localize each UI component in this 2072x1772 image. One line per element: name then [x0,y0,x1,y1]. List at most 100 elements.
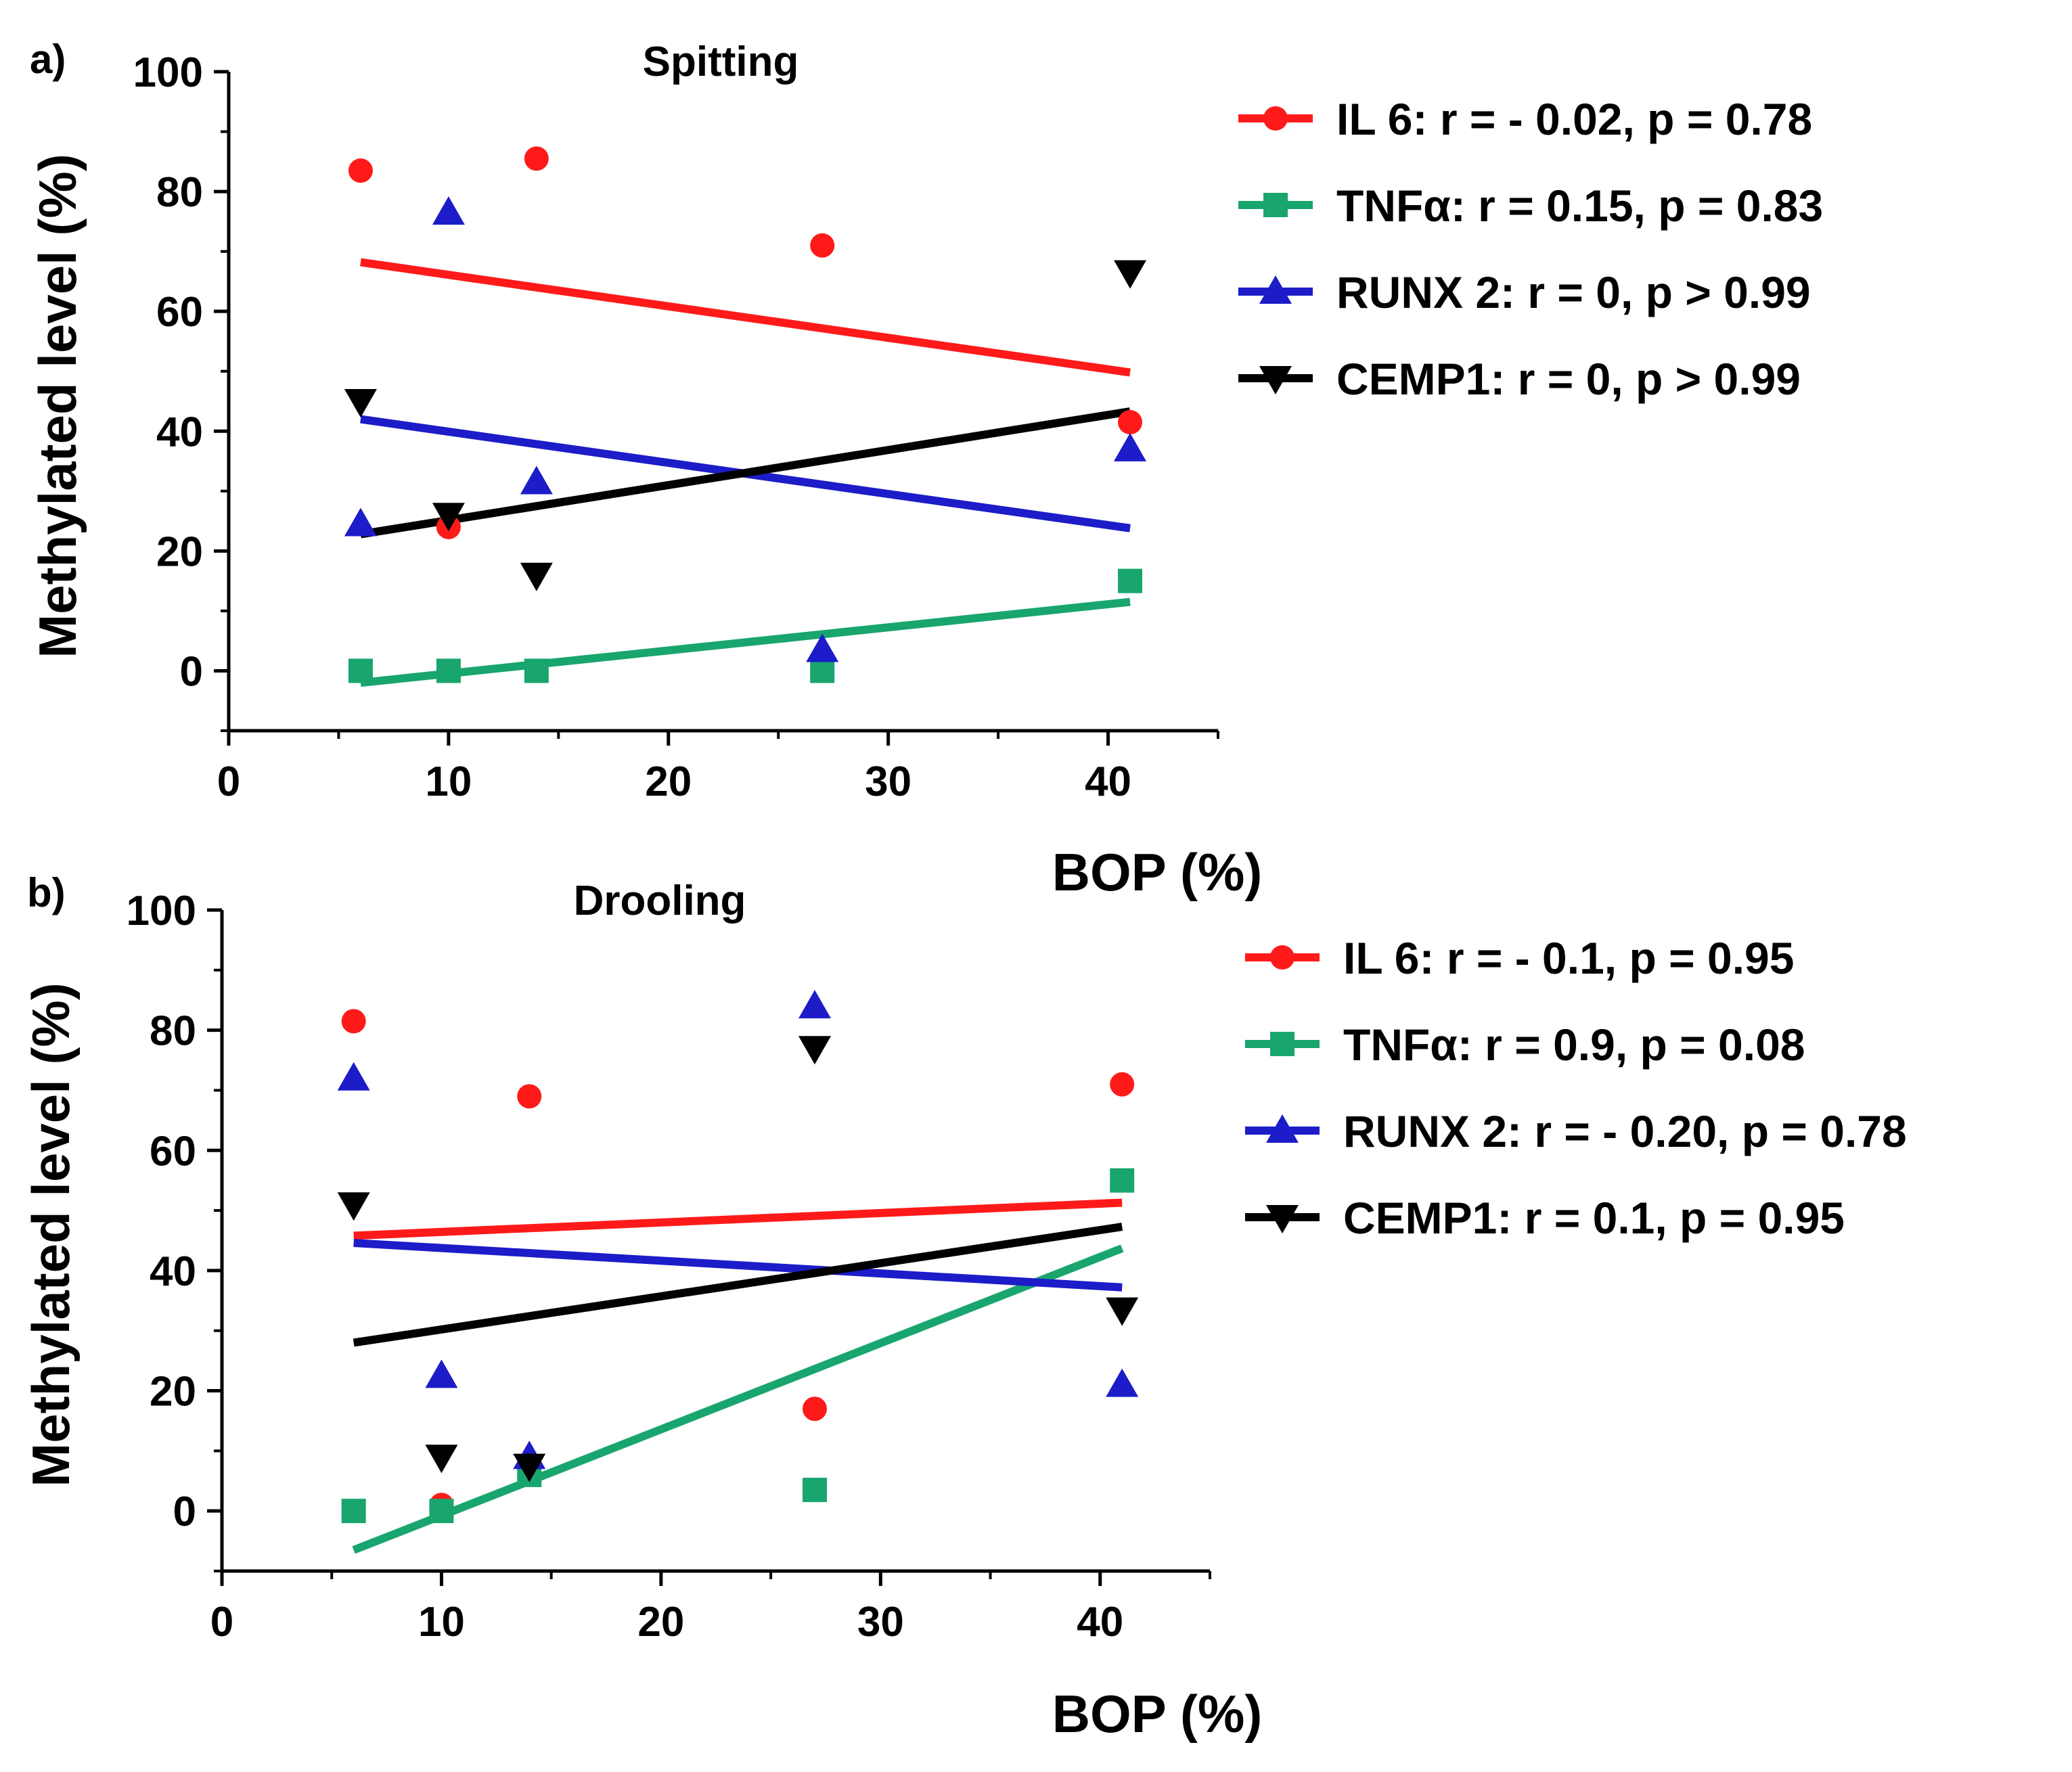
y-tick-label: 80 [150,1008,196,1055]
data-point-cemp1 [520,562,553,591]
trend-line-il-6 [360,258,1131,377]
x-tick-label: 10 [425,758,472,805]
y-tick-label: 60 [156,289,203,336]
legend-marker [1259,366,1292,394]
data-point-il-6 [517,1084,542,1109]
panel-b-x-axis: 0 10 20 30 40 [210,1569,1211,1645]
panel-b-y-label: Methylated level (%) [21,982,81,1487]
data-point-il-6 [341,1009,366,1034]
data-point-cemp1 [337,1192,370,1221]
legend-item: TNFα: r = 0.9, p = 0.08 [1245,1020,1805,1070]
panel-a-legend: IL 6: r = - 0.02, p = 0.78 TNFα: r = 0.15… [1238,94,1823,404]
y-tick-label: 20 [156,528,203,575]
panel-b-y-axis: 0 20 40 60 80 100 [127,888,224,1572]
legend-item: RUNX 2: r = 0, p > 0.99 [1238,267,1811,317]
legend-item: RUNX 2: r = - 0.20, p = 0.78 [1245,1106,1907,1156]
panel-b-title: Drooling [574,878,746,924]
data-point-runx-2 [798,990,831,1019]
data-point-il-6 [524,146,549,171]
panel-a-y-label: Methylated level (%) [28,154,87,658]
panel-a-title: Spitting [643,39,799,85]
y-tick-label: 20 [150,1369,196,1415]
trend-line-cemp1 [353,1223,1123,1347]
x-tick-label: 30 [857,1599,904,1645]
data-point-tnf- [341,1499,366,1524]
x-tick-label: 20 [645,758,692,805]
data-point-tnf- [803,1478,827,1503]
trend-line-runx-2 [353,1239,1123,1292]
y-tick-label: 40 [150,1248,196,1295]
data-point-runx-2 [1114,432,1147,461]
data-point-cemp1 [425,1445,458,1474]
x-tick-label: 0 [217,758,240,805]
data-point-runx-2 [520,465,553,495]
x-tick-label: 10 [418,1599,465,1645]
data-point-il-6 [1118,409,1143,434]
data-point-runx-2 [432,196,465,225]
x-tick-label: 30 [865,758,911,805]
x-tick-label: 0 [210,1599,233,1645]
x-tick-label: 40 [1077,1599,1123,1645]
y-tick-label: 100 [127,888,196,934]
data-point-tnf- [810,658,835,683]
data-point-cemp1 [513,1453,546,1482]
panel-a-label: a) [30,37,66,82]
data-point-tnf- [429,1499,454,1524]
trend-line-tnf- [360,597,1131,687]
data-point-cemp1 [432,503,465,532]
legend-marker [1263,106,1288,131]
panel-a-chart: a) Spitting 0 20 40 60 80 100 0 10 20 30 40 BOP (… [28,37,1823,902]
legend-item: CEMP1: r = 0, p > 0.99 [1238,354,1801,404]
data-point-runx-2 [806,633,839,662]
panel-b-markers [337,990,1139,1524]
legend-label: TNFα: r = 0.9, p = 0.08 [1343,1020,1805,1070]
panel-b-chart: b) Drooling 0 20 40 60 80 100 0 10 20 30 40 BOP (… [21,870,1907,1744]
legend-marker [1259,275,1292,304]
data-point-runx-2 [1106,1368,1139,1397]
legend-label: CEMP1: r = 0.1, p = 0.95 [1343,1193,1845,1243]
panel-a-x-axis: 0 10 20 30 40 [217,729,1219,805]
data-point-runx-2 [425,1359,458,1388]
legend-label: RUNX 2: r = - 0.20, p = 0.78 [1343,1106,1907,1156]
legend-marker [1266,1114,1299,1143]
data-point-tnf- [436,658,461,683]
trend-line-cemp1 [359,407,1131,539]
panel-a-trend-lines [359,258,1131,687]
y-tick-label: 100 [133,49,203,96]
panel-b-x-label: BOP (%) [1052,1684,1263,1744]
panel-a-markers [344,146,1147,683]
y-tick-label: 60 [150,1128,196,1175]
x-tick-label: 40 [1085,758,1131,805]
y-tick-label: 40 [156,409,203,455]
legend-label: CEMP1: r = 0, p > 0.99 [1336,354,1801,404]
data-point-tnf- [348,658,373,683]
legend-item: IL 6: r = - 0.1, p = 0.95 [1245,933,1794,983]
legend-marker [1263,193,1288,217]
data-point-cemp1 [1106,1297,1139,1326]
legend-label: IL 6: r = - 0.02, p = 0.78 [1336,94,1812,144]
trend-line-tnf- [352,1244,1124,1554]
data-point-runx-2 [344,507,377,537]
trend-line-il-6 [353,1198,1123,1240]
panel-b-legend: IL 6: r = - 0.1, p = 0.95 TNFα: r = 0.9, … [1245,933,1907,1243]
panel-a-y-axis: 0 20 40 60 80 100 [133,49,231,732]
panel-b-label: b) [27,870,66,915]
legend-item: TNFα: r = 0.15, p = 0.83 [1238,181,1823,231]
data-point-il-6 [803,1396,827,1422]
legend-item: IL 6: r = - 0.02, p = 0.78 [1238,94,1812,144]
data-point-cemp1 [1114,260,1147,289]
legend-marker [1266,1205,1299,1233]
data-point-tnf- [1110,1168,1135,1193]
legend-label: TNFα: r = 0.15, p = 0.83 [1336,181,1823,231]
panel-b-trend-lines [352,1198,1124,1554]
data-point-cemp1 [798,1036,831,1065]
x-tick-label: 20 [637,1599,684,1645]
legend-label: IL 6: r = - 0.1, p = 0.95 [1343,933,1794,983]
legend-marker [1270,945,1294,970]
data-point-tnf- [524,658,549,683]
y-tick-label: 0 [180,648,203,695]
y-tick-label: 80 [156,169,203,216]
legend-item: CEMP1: r = 0.1, p = 0.95 [1245,1193,1845,1243]
data-point-runx-2 [337,1062,370,1091]
